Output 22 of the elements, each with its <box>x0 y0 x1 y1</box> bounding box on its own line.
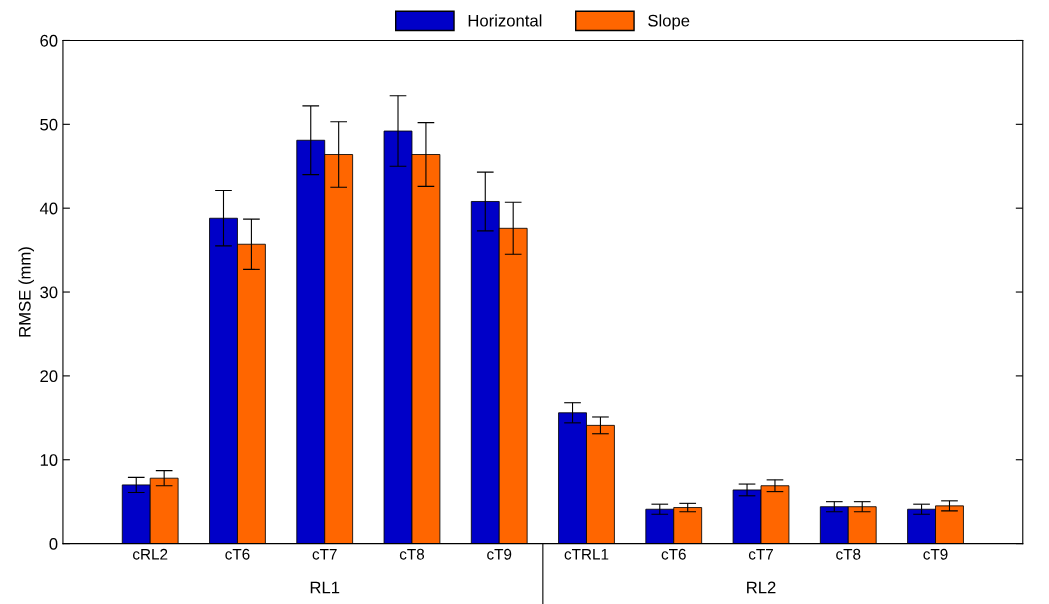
x-tick-label: cT9 <box>923 548 948 560</box>
x-tick-label: cT6 <box>225 548 250 560</box>
x-tick-label: cT6 <box>661 548 686 560</box>
y-tick-label: 60 <box>40 34 58 47</box>
y-tick-label: 20 <box>40 370 58 383</box>
legend-label: Slope <box>648 14 690 30</box>
y-tick-label: 30 <box>40 286 58 299</box>
x-tick-label: cRL2 <box>133 548 168 560</box>
y-tick-label: 10 <box>40 454 58 466</box>
text: RL2 <box>747 581 776 594</box>
x-tick-label: cT9 <box>487 548 512 560</box>
y-tick-label: 0 <box>49 538 58 550</box>
y-tick-label: 50 <box>40 118 58 131</box>
x-tick-label: cT8 <box>399 548 425 560</box>
x-tick-label: cT7 <box>312 549 337 560</box>
y-tick-label: 40 <box>39 202 58 215</box>
y-axis-title: RMSE (mm) <box>18 247 34 337</box>
text: RL1 <box>310 581 340 594</box>
x-tick-label: cTRL1 <box>564 549 609 560</box>
x-tick-label: cT7 <box>748 549 773 560</box>
legend-label: Horizontal <box>468 14 542 27</box>
x-tick-label: cT8 <box>836 548 861 560</box>
